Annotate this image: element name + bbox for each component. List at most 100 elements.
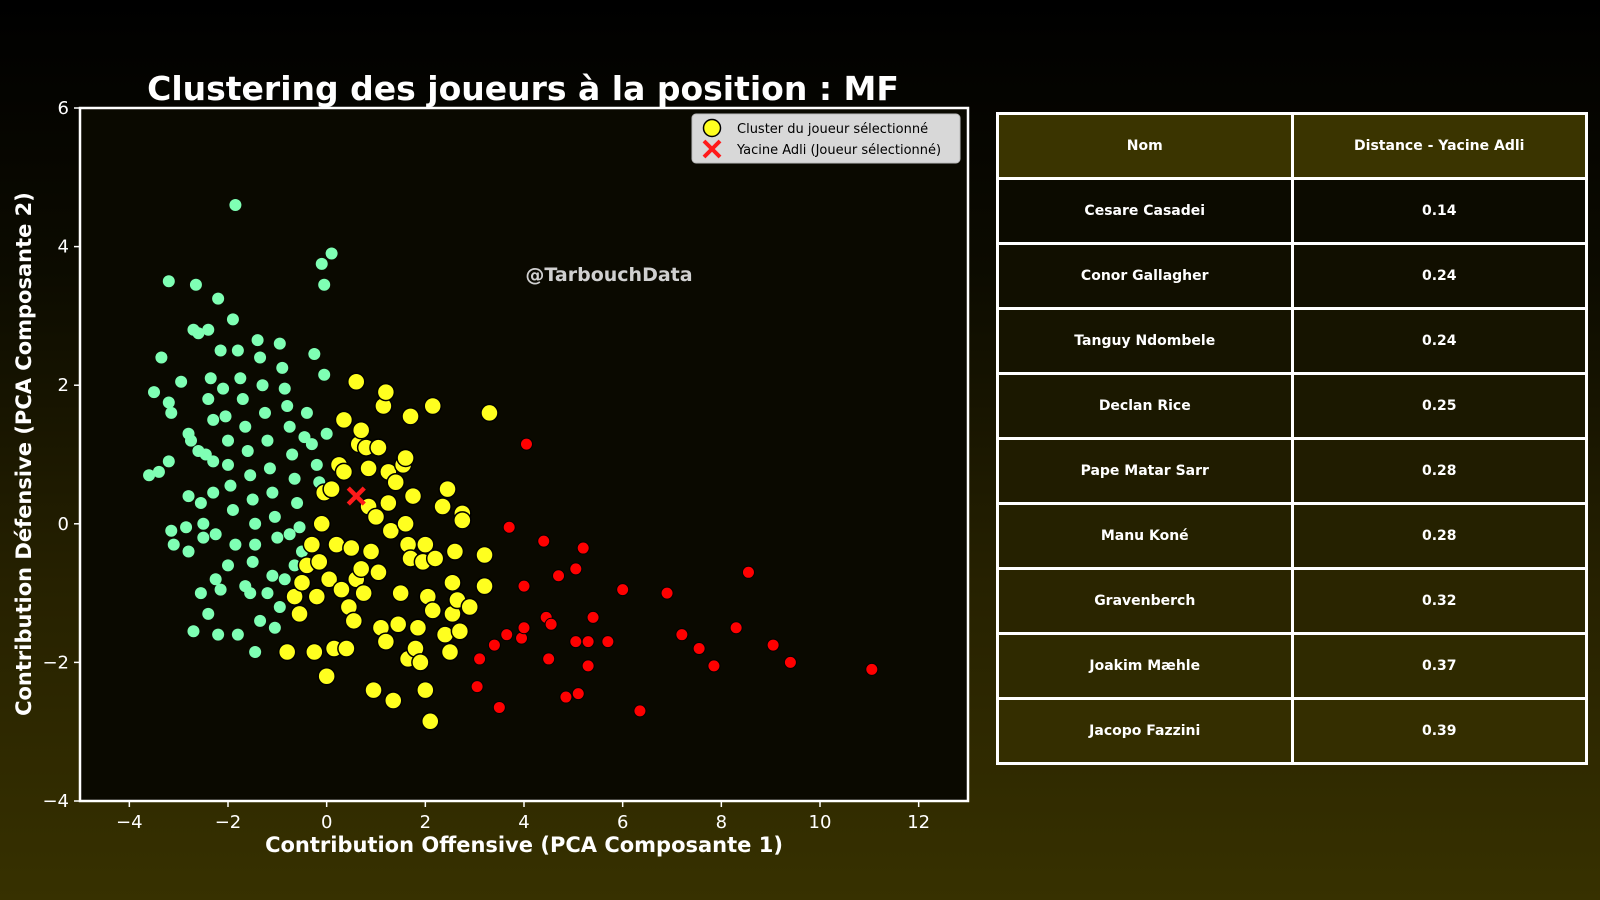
data-point-red bbox=[586, 610, 600, 624]
player-name-cell: Joakim Mæhle bbox=[996, 632, 1294, 700]
data-point-red bbox=[581, 635, 595, 649]
data-point-green bbox=[162, 275, 175, 288]
data-point-green bbox=[207, 486, 220, 499]
data-point-green bbox=[288, 559, 301, 572]
data-point-red bbox=[865, 662, 879, 676]
data-point-red bbox=[473, 652, 487, 666]
data-point-green bbox=[209, 528, 222, 541]
data-point-green bbox=[180, 521, 193, 534]
data-point-green bbox=[283, 420, 296, 433]
x-axis-title: Contribution Offensive (PCA Composante 1… bbox=[265, 833, 783, 857]
data-point-red bbox=[660, 586, 674, 600]
distance-cell: 0.37 bbox=[1290, 632, 1588, 700]
data-point-green bbox=[192, 327, 205, 340]
data-point-red bbox=[741, 565, 755, 579]
data-point-yellow bbox=[425, 549, 445, 568]
data-point-green bbox=[182, 490, 195, 503]
data-point-green bbox=[236, 393, 249, 406]
data-point-yellow bbox=[359, 459, 378, 478]
data-point-yellow bbox=[312, 514, 331, 534]
data-point-green bbox=[239, 420, 252, 433]
table-row: Manu Koné 0.28 bbox=[996, 502, 1588, 570]
data-point-green bbox=[204, 372, 217, 385]
table-row: Tanguy Ndombele 0.24 bbox=[996, 307, 1588, 375]
y-axis-title: Contribution Défensive (PCA Composante 2… bbox=[12, 192, 36, 716]
data-point-green bbox=[273, 600, 286, 613]
data-point-red bbox=[552, 569, 566, 583]
data-point-yellow bbox=[443, 573, 462, 592]
data-point-green bbox=[318, 278, 331, 291]
data-point-red bbox=[537, 534, 551, 548]
data-point-yellow bbox=[344, 611, 364, 631]
data-point-green bbox=[222, 458, 234, 471]
x-tick-label: 0 bbox=[321, 812, 332, 833]
player-name-cell: Pape Matar Sarr bbox=[996, 437, 1294, 505]
data-point-green bbox=[254, 614, 267, 627]
distance-cell: 0.14 bbox=[1290, 177, 1588, 245]
table-header-row: Nom Distance - Yacine Adli bbox=[996, 112, 1588, 180]
data-point-yellow bbox=[450, 621, 470, 641]
table-row: Gravenberch 0.32 bbox=[996, 567, 1588, 635]
data-point-red bbox=[601, 635, 615, 649]
data-point-green bbox=[244, 469, 257, 482]
data-point-green bbox=[249, 646, 262, 659]
x-tick-label: 6 bbox=[617, 812, 628, 833]
data-point-green bbox=[308, 348, 321, 361]
legend-cluster-marker bbox=[702, 118, 722, 138]
data-point-red bbox=[569, 562, 583, 576]
data-point-green bbox=[194, 497, 207, 510]
data-point-yellow bbox=[334, 462, 354, 482]
data-point-green bbox=[251, 334, 264, 347]
legend-label-selected: Yacine Adli (Joueur sélectionné) bbox=[736, 143, 941, 158]
data-point-green bbox=[182, 545, 195, 558]
data-point-green bbox=[197, 517, 210, 530]
data-point-green bbox=[259, 406, 271, 419]
data-point-green bbox=[278, 573, 291, 586]
data-point-green bbox=[320, 427, 333, 440]
data-point-green bbox=[207, 455, 220, 468]
data-points bbox=[143, 199, 879, 731]
data-point-red bbox=[692, 642, 706, 656]
data-point-yellow bbox=[416, 680, 435, 700]
data-point-yellow bbox=[361, 542, 381, 561]
selected-player-marker bbox=[346, 486, 366, 506]
chart-title: Clustering des joueurs à la position : M… bbox=[147, 69, 899, 108]
data-point-green bbox=[214, 344, 227, 357]
data-point-red bbox=[544, 617, 558, 631]
data-point-green bbox=[226, 503, 239, 516]
data-point-green bbox=[229, 538, 242, 551]
data-point-yellow bbox=[351, 559, 371, 579]
data-point-yellow bbox=[475, 545, 494, 565]
data-point-red bbox=[492, 700, 506, 714]
data-point-red bbox=[633, 704, 647, 718]
table-row: Declan Rice 0.25 bbox=[996, 372, 1588, 440]
data-point-yellow bbox=[376, 632, 396, 651]
header-distance: Distance - Yacine Adli bbox=[1290, 112, 1588, 180]
data-point-green bbox=[293, 521, 306, 534]
data-point-green bbox=[148, 386, 160, 399]
data-point-green bbox=[229, 199, 242, 212]
header-name: Nom bbox=[996, 112, 1294, 180]
data-point-red bbox=[576, 541, 590, 555]
data-point-red bbox=[571, 687, 585, 701]
data-point-yellow bbox=[445, 542, 465, 561]
data-point-green bbox=[249, 517, 262, 530]
similarity-table: Nom Distance - Yacine Adli Cesare Casade… bbox=[996, 112, 1588, 765]
data-point-red bbox=[487, 638, 501, 652]
data-point-yellow bbox=[376, 382, 396, 402]
player-name-cell: Cesare Casadei bbox=[996, 177, 1294, 245]
data-point-green bbox=[152, 465, 165, 478]
data-point-red bbox=[542, 652, 556, 666]
data-point-green bbox=[241, 445, 254, 458]
data-point-yellow bbox=[310, 552, 329, 572]
y-tick-label: 6 bbox=[58, 98, 69, 119]
distance-cell: 0.28 bbox=[1290, 437, 1588, 505]
data-point-green bbox=[143, 469, 156, 482]
data-point-red bbox=[517, 621, 531, 635]
player-name-cell: Jacopo Fazzini bbox=[996, 697, 1294, 765]
y-tick-label: −4 bbox=[42, 791, 69, 812]
data-point-yellow bbox=[379, 493, 398, 513]
data-point-green bbox=[155, 351, 168, 364]
data-point-yellow bbox=[408, 618, 428, 637]
player-name-cell: Tanguy Ndombele bbox=[996, 307, 1294, 375]
